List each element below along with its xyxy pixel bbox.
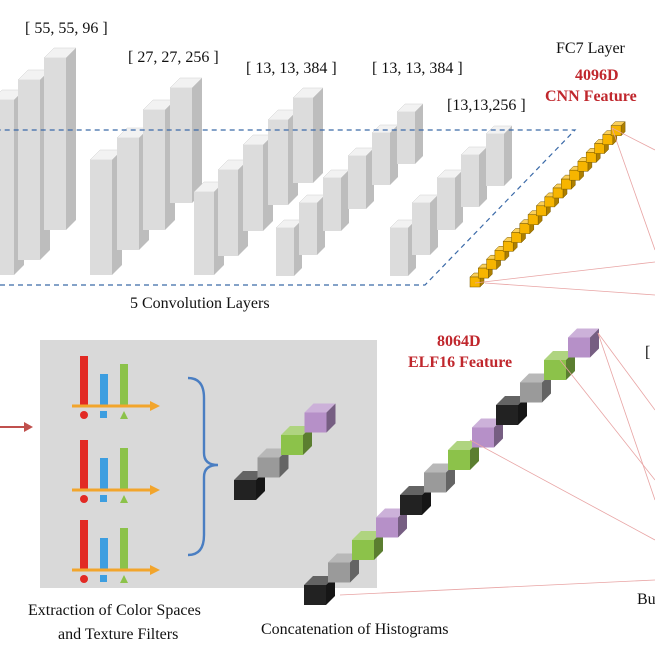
histogram-marker-triangle: [120, 411, 128, 419]
cnn-feature-dim: 4096D: [575, 67, 619, 84]
conv-slab: [389, 219, 417, 276]
feature-block: [304, 576, 335, 605]
dim-label-layer2: [ 27, 27, 256 ]: [128, 49, 219, 66]
conv-slab: [322, 169, 350, 231]
feature-block: [352, 531, 383, 560]
conv-slab: [347, 147, 375, 209]
feature-block: [328, 553, 359, 583]
conv-slab: [275, 219, 303, 276]
elf16-feature-chain: [304, 328, 599, 605]
feature-block: [424, 463, 455, 493]
right-bracket-partial: [: [645, 344, 650, 361]
concatenation-caption: Concatenation of Histograms: [261, 621, 449, 638]
histogram-marker-circle: [80, 411, 88, 419]
fc7-feature-cubes: [469, 121, 626, 288]
conv-slab: [460, 146, 488, 207]
dim-label-layer1: [ 55, 55, 96 ]: [25, 20, 108, 37]
conv-slab: [292, 87, 324, 183]
feature-block: [304, 403, 336, 433]
histogram-bar-green: [120, 528, 128, 570]
feature-block: [400, 486, 431, 515]
feature-block: [544, 351, 575, 380]
histogram-marker-circle: [80, 575, 88, 583]
histogram-bar-blue: [100, 374, 108, 406]
dim-label-layer4: [ 13, 13, 384 ]: [372, 60, 463, 77]
conv-slab: [298, 194, 326, 255]
elf-feature-label: ELF16 Feature: [408, 354, 512, 371]
dim-label-layer5: [13,13,256 ]: [447, 97, 526, 114]
convolution-bounding-dashes: [0, 129, 577, 286]
feature-block: [448, 441, 479, 470]
conv-slab: [411, 194, 439, 255]
conv-slab: [396, 103, 424, 164]
right-partial-text: Bu: [637, 591, 655, 608]
histogram-marker-triangle: [120, 495, 128, 503]
histogram-marker-circle: [80, 495, 88, 503]
feature-block: [234, 471, 265, 500]
conv-slab: [485, 125, 513, 186]
conv-slab: [436, 169, 464, 230]
histogram-bar-red: [80, 440, 88, 490]
histogram-bar-green: [120, 448, 128, 490]
conv-slab: [43, 47, 77, 230]
feature-block: [257, 448, 289, 478]
feature-block: [376, 508, 407, 538]
histogram-icon: [72, 440, 160, 503]
fc7-cube: [610, 121, 626, 137]
conv-slab: [169, 77, 203, 203]
elf-fan-lines: [339, 332, 655, 596]
feature-block: [496, 396, 527, 425]
histogram-bar-blue: [100, 458, 108, 490]
elf-feature-dim: 8064D: [437, 333, 481, 350]
histogram-icon: [72, 356, 160, 419]
input-arrow: [0, 422, 33, 432]
histogram-marker-square: [100, 495, 107, 502]
histogram-marker-triangle: [120, 575, 128, 583]
cnn-fan-lines: [474, 127, 655, 296]
conv-layers-caption: 5 Convolution Layers: [130, 295, 270, 312]
conv-slab: [217, 159, 249, 256]
dim-label-layer3: [ 13, 13, 384 ]: [246, 60, 337, 77]
feature-block: [472, 418, 503, 448]
feature-block: [520, 373, 551, 403]
histogram-bar-red: [80, 520, 88, 570]
concatenated-blocks-preview: [234, 403, 336, 500]
extraction-caption-line2: and Texture Filters: [58, 626, 178, 643]
histogram-bar-blue: [100, 538, 108, 570]
extraction-caption-line1: Extraction of Color Spaces: [28, 602, 201, 619]
histogram-bar-green: [120, 364, 128, 406]
cnn-feature-label: CNN Feature: [545, 88, 637, 105]
convolution-layers: [0, 47, 513, 276]
histogram-marker-square: [100, 575, 107, 582]
histogram-icons: [72, 356, 160, 583]
feature-block: [568, 328, 599, 358]
conv-slab: [371, 124, 399, 185]
histogram-icon: [72, 520, 160, 583]
histogram-bar-red: [80, 356, 88, 406]
feature-block: [281, 426, 312, 455]
histogram-marker-square: [100, 411, 107, 418]
concat-brace: [187, 376, 219, 557]
fc7-layer-title: FC7 Layer: [556, 40, 626, 57]
